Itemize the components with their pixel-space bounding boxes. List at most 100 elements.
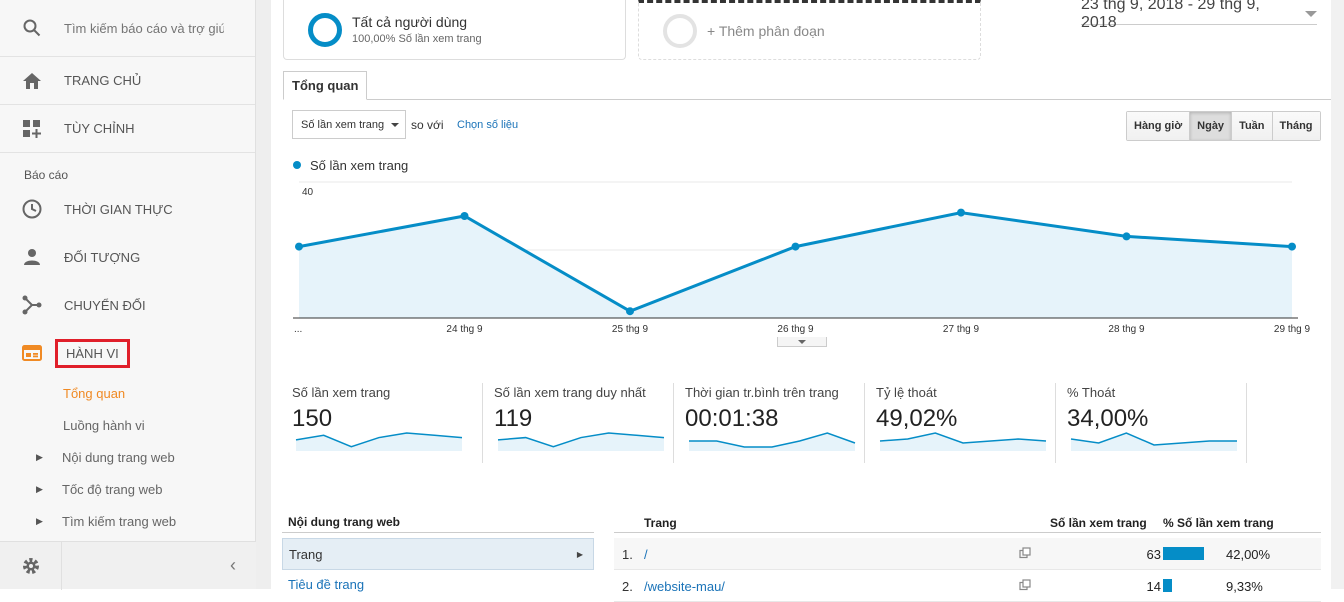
date-range-label: 23 thg 9, 2018 - 29 thg 9, 2018 bbox=[1081, 0, 1260, 31]
sparkline bbox=[689, 432, 856, 451]
expand-arrow-icon: ▶ bbox=[36, 515, 43, 526]
segment-all-users[interactable]: Tất cả người dùng 100,00% Số lần xem tra… bbox=[283, 0, 626, 60]
data-point[interactable] bbox=[791, 242, 800, 251]
sub-item-flow[interactable]: Luồng hành vi bbox=[63, 417, 145, 433]
sub-item-site-content[interactable]: ▶ Nội dung trang web bbox=[0, 441, 255, 473]
data-point[interactable] bbox=[460, 212, 469, 220]
summary-card[interactable]: Thời gian tr.bình trên trang 00:01:38 bbox=[674, 383, 865, 463]
search-input[interactable] bbox=[64, 20, 224, 36]
search-icon[interactable] bbox=[0, 19, 64, 37]
nav-customize[interactable]: TÙY CHỈNH bbox=[0, 105, 255, 153]
col-header-pct: % Số lần xem trang bbox=[1163, 516, 1274, 530]
external-link-icon[interactable] bbox=[1019, 547, 1031, 562]
data-point[interactable] bbox=[957, 208, 965, 217]
segment-subtitle: 100,00% Số lần xem trang bbox=[352, 33, 482, 45]
sub-item-overview[interactable]: Tổng quan bbox=[63, 385, 126, 401]
dimension-list: Nội dung trang web Trang ▶ Tiêu đề trang bbox=[282, 512, 594, 598]
sub-item-site-speed[interactable]: ▶ Tốc độ trang web bbox=[0, 473, 255, 505]
row-number: 1. bbox=[622, 547, 633, 562]
pct-bar bbox=[1163, 579, 1173, 592]
data-point[interactable] bbox=[626, 307, 634, 316]
dimension-item-label: Trang bbox=[289, 546, 323, 562]
empty-segment-ring-icon bbox=[663, 14, 697, 48]
sidebar-footer: ‹ bbox=[0, 541, 256, 590]
pct-value: 42,00% bbox=[1226, 547, 1271, 562]
segment-title: Tất cả người dùng bbox=[352, 14, 468, 30]
sparkline-area bbox=[296, 433, 462, 451]
nav-realtime[interactable]: THỜI GIAN THỰC bbox=[0, 185, 255, 233]
sparkline-line bbox=[879, 432, 1047, 444]
vs-label: so với bbox=[411, 118, 444, 132]
nav-behavior-label: HÀNH VI bbox=[55, 338, 130, 368]
summary-value: 00:01:38 bbox=[685, 405, 779, 432]
expand-arrow-icon: ▶ bbox=[36, 451, 43, 462]
data-point[interactable] bbox=[1122, 232, 1131, 241]
col-header-page: Trang bbox=[644, 516, 677, 530]
metric-select[interactable]: Số lần xem trang bbox=[292, 110, 406, 139]
scrollbar[interactable] bbox=[1331, 0, 1344, 589]
sidebar-search bbox=[0, 0, 255, 57]
nav-acquisition[interactable]: CHUYỂN ĐỔI bbox=[0, 281, 255, 329]
data-point[interactable] bbox=[1288, 242, 1296, 251]
line-chart-svg: Số lần xem trang4020...24 thg 925 thg 92… bbox=[293, 158, 1311, 335]
summary-card[interactable]: Tỷ lệ thoát 49,02% bbox=[865, 383, 1056, 463]
sparkline bbox=[497, 432, 665, 451]
chart-resize-handle[interactable] bbox=[777, 337, 827, 347]
nav-home-label: TRANG CHỦ bbox=[64, 73, 142, 88]
metric-select-value: Số lần xem trang bbox=[301, 118, 385, 131]
sub-item-site-speed-label: Tốc độ trang web bbox=[62, 481, 163, 497]
sparkline bbox=[1070, 432, 1237, 451]
sparkline-area bbox=[880, 433, 1046, 451]
views-value: 63 bbox=[1146, 547, 1161, 562]
pct-value: 9,33% bbox=[1226, 579, 1263, 594]
gear-icon[interactable] bbox=[0, 541, 62, 590]
summary-card[interactable]: Số lần xem trang duy nhất 119 bbox=[483, 383, 674, 463]
add-segment-label: + Thêm phân đoạn bbox=[707, 23, 825, 39]
collapse-sidebar-icon[interactable]: ‹ bbox=[230, 555, 236, 575]
legend-label: Số lần xem trang bbox=[310, 158, 408, 173]
summary-value: 49,02% bbox=[876, 405, 958, 432]
add-segment-button[interactable]: + Thêm phân đoạn bbox=[638, 0, 981, 60]
choose-metric-link[interactable]: Chọn số liệu bbox=[457, 119, 519, 131]
chevron-right-icon: ▶ bbox=[576, 549, 583, 559]
chevron-down-icon bbox=[798, 339, 806, 344]
nav-acquisition-label: CHUYỂN ĐỔI bbox=[64, 297, 146, 313]
table-row[interactable]: 1. / 63 42,00% bbox=[614, 538, 1321, 570]
external-link-icon[interactable] bbox=[1019, 579, 1031, 594]
period-month-button[interactable]: Tháng bbox=[1272, 112, 1320, 140]
data-point[interactable] bbox=[295, 242, 303, 251]
tab-overview[interactable]: Tổng quan bbox=[283, 71, 368, 100]
sparkline-line bbox=[497, 432, 665, 448]
page-link[interactable]: / bbox=[644, 547, 648, 562]
sidebar: TRANG CHỦ TÙY CHỈNH Báo cáo THỜI GIAN TH… bbox=[0, 0, 256, 590]
sparkline bbox=[879, 432, 1047, 451]
period-week-button[interactable]: Tuần bbox=[1232, 112, 1273, 140]
sparkline-line bbox=[689, 432, 856, 448]
summary-value: 34,00% bbox=[1067, 405, 1149, 432]
dashboard-add-icon bbox=[0, 119, 64, 139]
period-hourly-button[interactable]: Hàng giờ bbox=[1127, 112, 1191, 140]
nav-audience[interactable]: ĐỐI TƯỢNG bbox=[0, 233, 255, 281]
dimension-item-page-title[interactable]: Tiêu đề trang bbox=[288, 576, 365, 592]
pct-bar bbox=[1163, 547, 1204, 560]
summary-card[interactable]: Số lần xem trang 150 bbox=[292, 383, 483, 463]
sparkline-line bbox=[295, 432, 463, 448]
table-row[interactable]: 2. /website-mau/14 9,33% bbox=[614, 570, 1321, 602]
page-link[interactable]: /website-mau/ bbox=[644, 579, 725, 594]
chevron-down-icon bbox=[391, 122, 399, 127]
nav-audience-label: ĐỐI TƯỢNG bbox=[64, 249, 141, 265]
main-content: Tất cả người dùng 100,00% Số lần xem tra… bbox=[271, 0, 1331, 602]
chevron-down-icon bbox=[1305, 10, 1317, 17]
date-range-picker[interactable]: 23 thg 9, 2018 - 29 thg 9, 2018 bbox=[1081, 0, 1317, 31]
period-day-button[interactable]: Ngày bbox=[1190, 112, 1233, 140]
nav-home[interactable]: TRANG CHỦ bbox=[0, 57, 255, 105]
nav-behavior[interactable]: HÀNH VI bbox=[0, 329, 255, 377]
pages-table: Trang Số lần xem trang % Số lần xem tran… bbox=[614, 512, 1321, 602]
sub-item-site-search[interactable]: ▶ Tìm kiếm trang web bbox=[0, 505, 255, 537]
nav-customize-label: TÙY CHỈNH bbox=[64, 121, 135, 136]
dimension-item-page[interactable]: Trang ▶ bbox=[282, 538, 594, 570]
summary-value: 119 bbox=[494, 405, 533, 432]
summary-label: Số lần xem trang bbox=[292, 385, 391, 400]
sparkline bbox=[295, 432, 463, 451]
summary-card[interactable]: % Thoát 34,00% bbox=[1056, 383, 1247, 463]
